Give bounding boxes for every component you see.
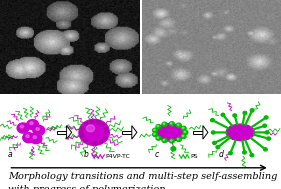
Circle shape <box>153 128 157 132</box>
Ellipse shape <box>226 124 254 141</box>
Text: with progress of polymerization: with progress of polymerization <box>8 185 166 189</box>
Circle shape <box>80 127 84 130</box>
Circle shape <box>86 125 95 132</box>
Circle shape <box>263 124 266 127</box>
Circle shape <box>17 123 29 133</box>
Circle shape <box>171 123 172 124</box>
Circle shape <box>176 123 181 127</box>
Circle shape <box>91 142 94 145</box>
Circle shape <box>229 152 232 155</box>
Circle shape <box>181 126 186 130</box>
Circle shape <box>153 132 157 136</box>
Circle shape <box>20 125 24 128</box>
Ellipse shape <box>155 124 185 141</box>
Circle shape <box>221 113 225 116</box>
Circle shape <box>83 139 87 142</box>
Circle shape <box>157 125 158 127</box>
Polygon shape <box>203 126 208 139</box>
Circle shape <box>30 134 42 144</box>
Circle shape <box>154 129 155 130</box>
Circle shape <box>156 136 161 140</box>
Circle shape <box>250 154 254 157</box>
Circle shape <box>243 111 247 115</box>
Polygon shape <box>193 131 203 134</box>
Text: P4VP-TC: P4VP-TC <box>105 154 130 159</box>
Circle shape <box>265 131 269 134</box>
Circle shape <box>80 131 83 134</box>
Text: a: a <box>8 150 12 159</box>
Circle shape <box>184 131 185 132</box>
Circle shape <box>103 137 106 140</box>
Circle shape <box>267 137 271 140</box>
Circle shape <box>99 140 103 143</box>
Circle shape <box>250 109 254 112</box>
Circle shape <box>104 127 108 130</box>
Circle shape <box>33 136 37 139</box>
Circle shape <box>264 148 267 151</box>
Circle shape <box>85 122 88 125</box>
Circle shape <box>79 119 109 145</box>
Circle shape <box>156 125 161 129</box>
Text: c: c <box>155 150 159 159</box>
Circle shape <box>169 122 174 126</box>
Circle shape <box>33 125 45 136</box>
Text: PS: PS <box>190 154 198 159</box>
Circle shape <box>162 138 167 143</box>
Circle shape <box>163 123 165 124</box>
Circle shape <box>210 119 214 122</box>
Polygon shape <box>132 126 137 139</box>
Polygon shape <box>57 131 67 134</box>
Circle shape <box>182 127 184 129</box>
Circle shape <box>176 137 181 142</box>
Circle shape <box>26 135 29 138</box>
Circle shape <box>163 139 165 141</box>
Circle shape <box>213 141 216 144</box>
Circle shape <box>96 120 100 124</box>
Circle shape <box>94 142 98 145</box>
Polygon shape <box>67 126 72 139</box>
Circle shape <box>27 120 38 130</box>
Circle shape <box>264 116 268 119</box>
Circle shape <box>157 137 158 138</box>
Circle shape <box>233 114 237 117</box>
Circle shape <box>90 120 94 123</box>
Circle shape <box>154 133 155 135</box>
Circle shape <box>162 122 167 126</box>
Circle shape <box>243 151 246 154</box>
Circle shape <box>169 139 174 143</box>
Circle shape <box>183 130 188 134</box>
Circle shape <box>101 123 105 126</box>
Circle shape <box>178 138 179 140</box>
Circle shape <box>36 128 39 130</box>
Text: Morphology transitions and multi-step self-assembling: Morphology transitions and multi-step se… <box>8 172 278 181</box>
Polygon shape <box>122 131 132 134</box>
Circle shape <box>23 133 35 143</box>
Circle shape <box>171 147 176 151</box>
Circle shape <box>211 131 215 134</box>
Circle shape <box>105 130 108 133</box>
Circle shape <box>178 124 179 125</box>
Circle shape <box>216 146 220 149</box>
Circle shape <box>182 135 184 136</box>
Text: d: d <box>219 150 224 159</box>
Circle shape <box>30 122 33 125</box>
Text: b: b <box>83 150 88 159</box>
Circle shape <box>171 140 172 141</box>
Circle shape <box>80 135 84 138</box>
Circle shape <box>181 134 186 139</box>
